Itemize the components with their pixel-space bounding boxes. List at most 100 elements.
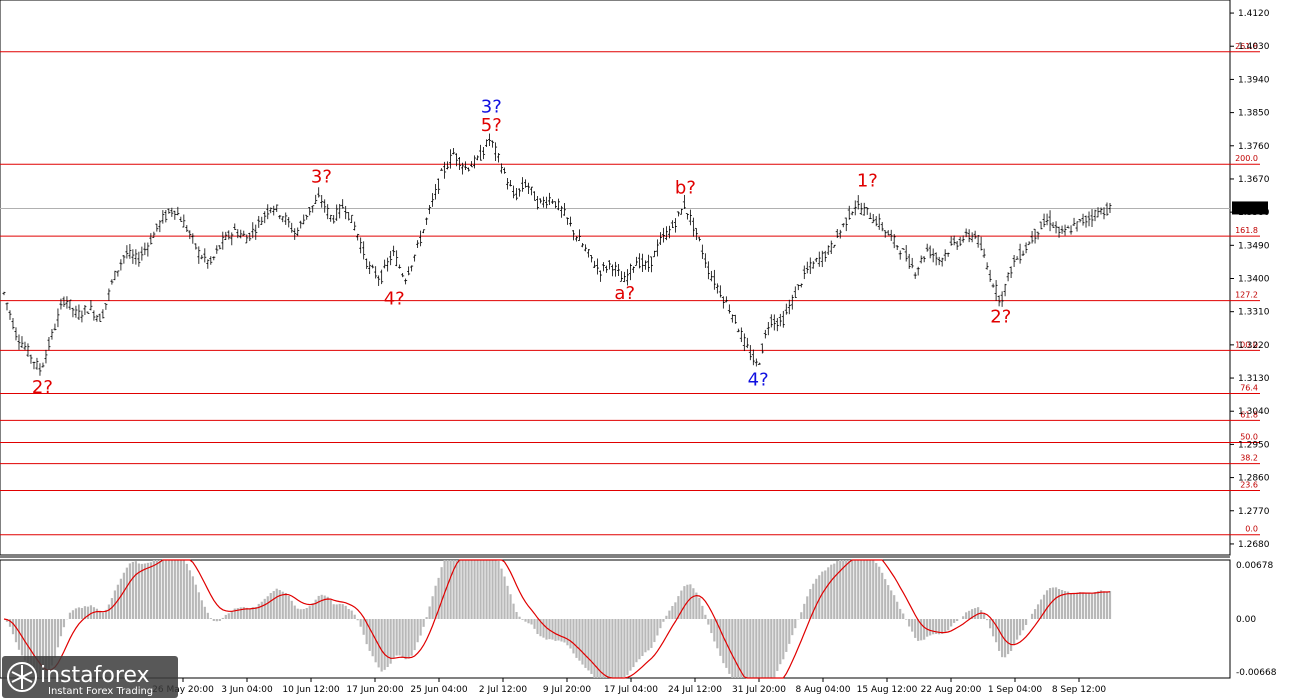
- candle: [715, 283, 719, 294]
- candle: [443, 161, 447, 179]
- candle: [248, 232, 252, 242]
- price-tick-label: 1.3310: [1238, 308, 1270, 318]
- candle: [1099, 207, 1103, 215]
- candle: [835, 228, 839, 239]
- candle: [17, 334, 21, 350]
- candle: [380, 269, 384, 285]
- candle: [1027, 241, 1031, 246]
- candle: [880, 222, 884, 232]
- wave-label: 2?: [990, 307, 1011, 328]
- candle: [386, 257, 390, 272]
- candle: [548, 192, 552, 205]
- candle: [422, 229, 426, 234]
- candle: [763, 329, 767, 339]
- candle: [1066, 225, 1070, 229]
- candle: [512, 185, 516, 199]
- candle: [254, 224, 258, 240]
- candle: [329, 214, 333, 222]
- candle: [56, 308, 60, 328]
- candle: [203, 248, 207, 263]
- fibonacci-levels: 261.8 200.0 161.8 127.2 100.0 76.4 61.8 50.0 38.…: [0, 42, 1260, 536]
- candle: [610, 264, 614, 277]
- candle: [323, 199, 327, 213]
- candle: [272, 205, 276, 216]
- candle: [218, 245, 222, 250]
- candle: [634, 256, 638, 266]
- candle: [131, 249, 135, 264]
- candle: [518, 188, 522, 197]
- candle: [494, 142, 498, 161]
- candle: [580, 242, 584, 248]
- candle: [586, 249, 590, 258]
- candle: [559, 205, 563, 218]
- candle: [1072, 217, 1076, 226]
- candle: [949, 236, 953, 246]
- candle: [362, 241, 366, 260]
- candle: [766, 321, 770, 336]
- candle: [811, 261, 815, 269]
- wave-label: b?: [675, 178, 696, 199]
- candle: [479, 144, 483, 161]
- candle: [173, 210, 177, 220]
- time-tick-label: 1 Sep 04:00: [988, 685, 1043, 695]
- candle: [601, 262, 605, 272]
- candle: [419, 230, 423, 247]
- candle: [592, 260, 596, 269]
- candle: [892, 234, 896, 249]
- candle: [937, 256, 941, 266]
- candle: [796, 284, 800, 291]
- candle: [128, 243, 132, 259]
- candle: [1069, 225, 1073, 235]
- candle: [383, 259, 387, 269]
- candle: [251, 222, 255, 239]
- candle: [1045, 213, 1049, 226]
- candle: [664, 226, 668, 241]
- candle: [65, 296, 69, 309]
- candle: [865, 207, 869, 215]
- candle: [871, 214, 875, 224]
- candle: [224, 231, 228, 241]
- logo-tagline: Instant Forex Trading: [48, 686, 153, 697]
- candle: [919, 255, 923, 264]
- candle: [431, 193, 435, 207]
- candle: [898, 250, 902, 260]
- candle: [38, 363, 42, 376]
- candle: [1039, 221, 1043, 230]
- candle: [152, 231, 156, 238]
- candle: [625, 269, 629, 286]
- candle: [407, 266, 411, 276]
- candle: [44, 349, 48, 364]
- candle: [748, 345, 752, 361]
- candle: [925, 243, 929, 252]
- candle: [598, 270, 602, 282]
- candle: [1042, 213, 1046, 228]
- time-tick-label: 25 Jun 04:00: [410, 685, 467, 695]
- candle: [263, 211, 267, 224]
- candle: [83, 305, 87, 315]
- candle: [799, 283, 803, 288]
- time-tick-label: 17 Jul 04:00: [604, 685, 658, 695]
- wave-label: 4?: [384, 288, 405, 309]
- candle: [562, 203, 566, 216]
- candle: [1093, 209, 1097, 222]
- candle: [676, 211, 680, 217]
- candle: [814, 257, 818, 263]
- candle: [335, 204, 339, 221]
- candle: [943, 249, 947, 262]
- candle: [470, 161, 474, 168]
- candle: [308, 207, 312, 216]
- candle: [80, 310, 84, 323]
- candle: [191, 233, 195, 244]
- candle: [185, 225, 189, 232]
- candle: [446, 161, 450, 170]
- fib-label: 161.8: [1235, 226, 1258, 235]
- candle: [359, 237, 363, 254]
- candle: [1015, 256, 1019, 260]
- candle: [754, 358, 758, 367]
- candle: [961, 235, 965, 243]
- candle: [910, 257, 914, 269]
- candle: [170, 207, 174, 217]
- fib-label: 200.0: [1235, 154, 1258, 163]
- candle: [886, 230, 890, 236]
